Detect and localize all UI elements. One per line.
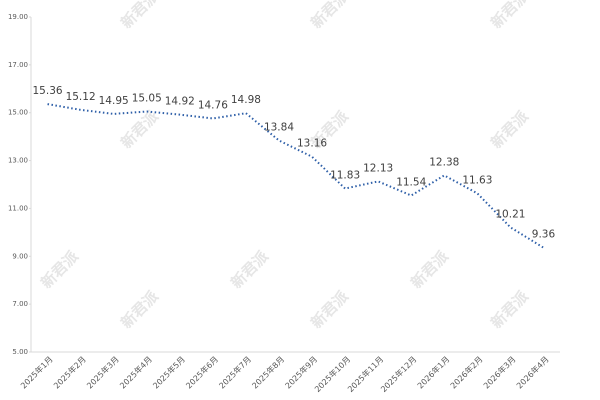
x-tick-label: 2025年3月	[84, 354, 120, 390]
data-label: 11.83	[330, 170, 360, 182]
data-label: 9.36	[532, 229, 556, 241]
x-tick-label: 2026年2月	[448, 354, 484, 390]
data-label: 14.76	[198, 99, 228, 111]
y-tick-label: 5.00	[12, 348, 28, 356]
data-label: 12.13	[363, 162, 393, 174]
data-label: 13.16	[297, 138, 327, 150]
x-tick-label: 2025年8月	[250, 354, 286, 390]
data-label: 10.21	[495, 208, 525, 220]
data-label: 13.84	[264, 121, 294, 133]
data-label: 14.92	[165, 96, 195, 108]
y-tick-label: 9.00	[12, 252, 28, 260]
watermark: 新君派	[227, 247, 272, 292]
y-tick-label: 11.00	[8, 204, 28, 212]
watermark: 新君派	[307, 0, 352, 32]
data-label: 14.98	[231, 94, 261, 106]
watermark: 新君派	[487, 0, 532, 32]
watermark: 新君派	[487, 107, 532, 152]
x-tick-label: 2025年2月	[51, 354, 87, 390]
data-label: 15.12	[66, 91, 96, 103]
watermark: 新君派	[37, 247, 82, 292]
watermark: 新君派	[307, 287, 352, 332]
data-label: 11.54	[396, 177, 426, 189]
x-tick-label: 2026年3月	[481, 354, 517, 390]
y-tick-label: 19.00	[8, 13, 28, 21]
data-label: 11.63	[462, 174, 492, 186]
y-tick-label: 7.00	[12, 300, 28, 308]
data-label: 15.05	[132, 93, 162, 105]
watermark: 新君派	[407, 247, 452, 292]
x-tick-label: 2025年4月	[118, 354, 154, 390]
y-tick-label: 17.00	[8, 61, 28, 69]
x-tick-label: 2025年1月	[18, 354, 54, 390]
x-tick-label: 2025年9月	[283, 354, 319, 390]
line	[47, 103, 544, 249]
y-tick-label: 13.00	[8, 157, 28, 165]
data-label: 12.38	[429, 156, 459, 168]
data-label: 15.36	[33, 85, 63, 97]
data-label: 14.95	[99, 95, 129, 107]
y-tick-label: 15.00	[8, 109, 28, 117]
x-tick-label: 2026年4月	[514, 354, 550, 390]
x-tick-label: 2025年5月	[151, 354, 187, 390]
x-tick-label: 2025年7月	[217, 354, 253, 390]
x-tick-label: 2025年6月	[184, 354, 220, 390]
watermark: 新君派	[487, 287, 532, 332]
watermark: 新君派	[117, 287, 162, 332]
watermark: 新君派	[117, 0, 162, 32]
x-tick-label: 2025年12月	[378, 354, 418, 394]
x-tick-label: 2026年1月	[415, 354, 451, 390]
